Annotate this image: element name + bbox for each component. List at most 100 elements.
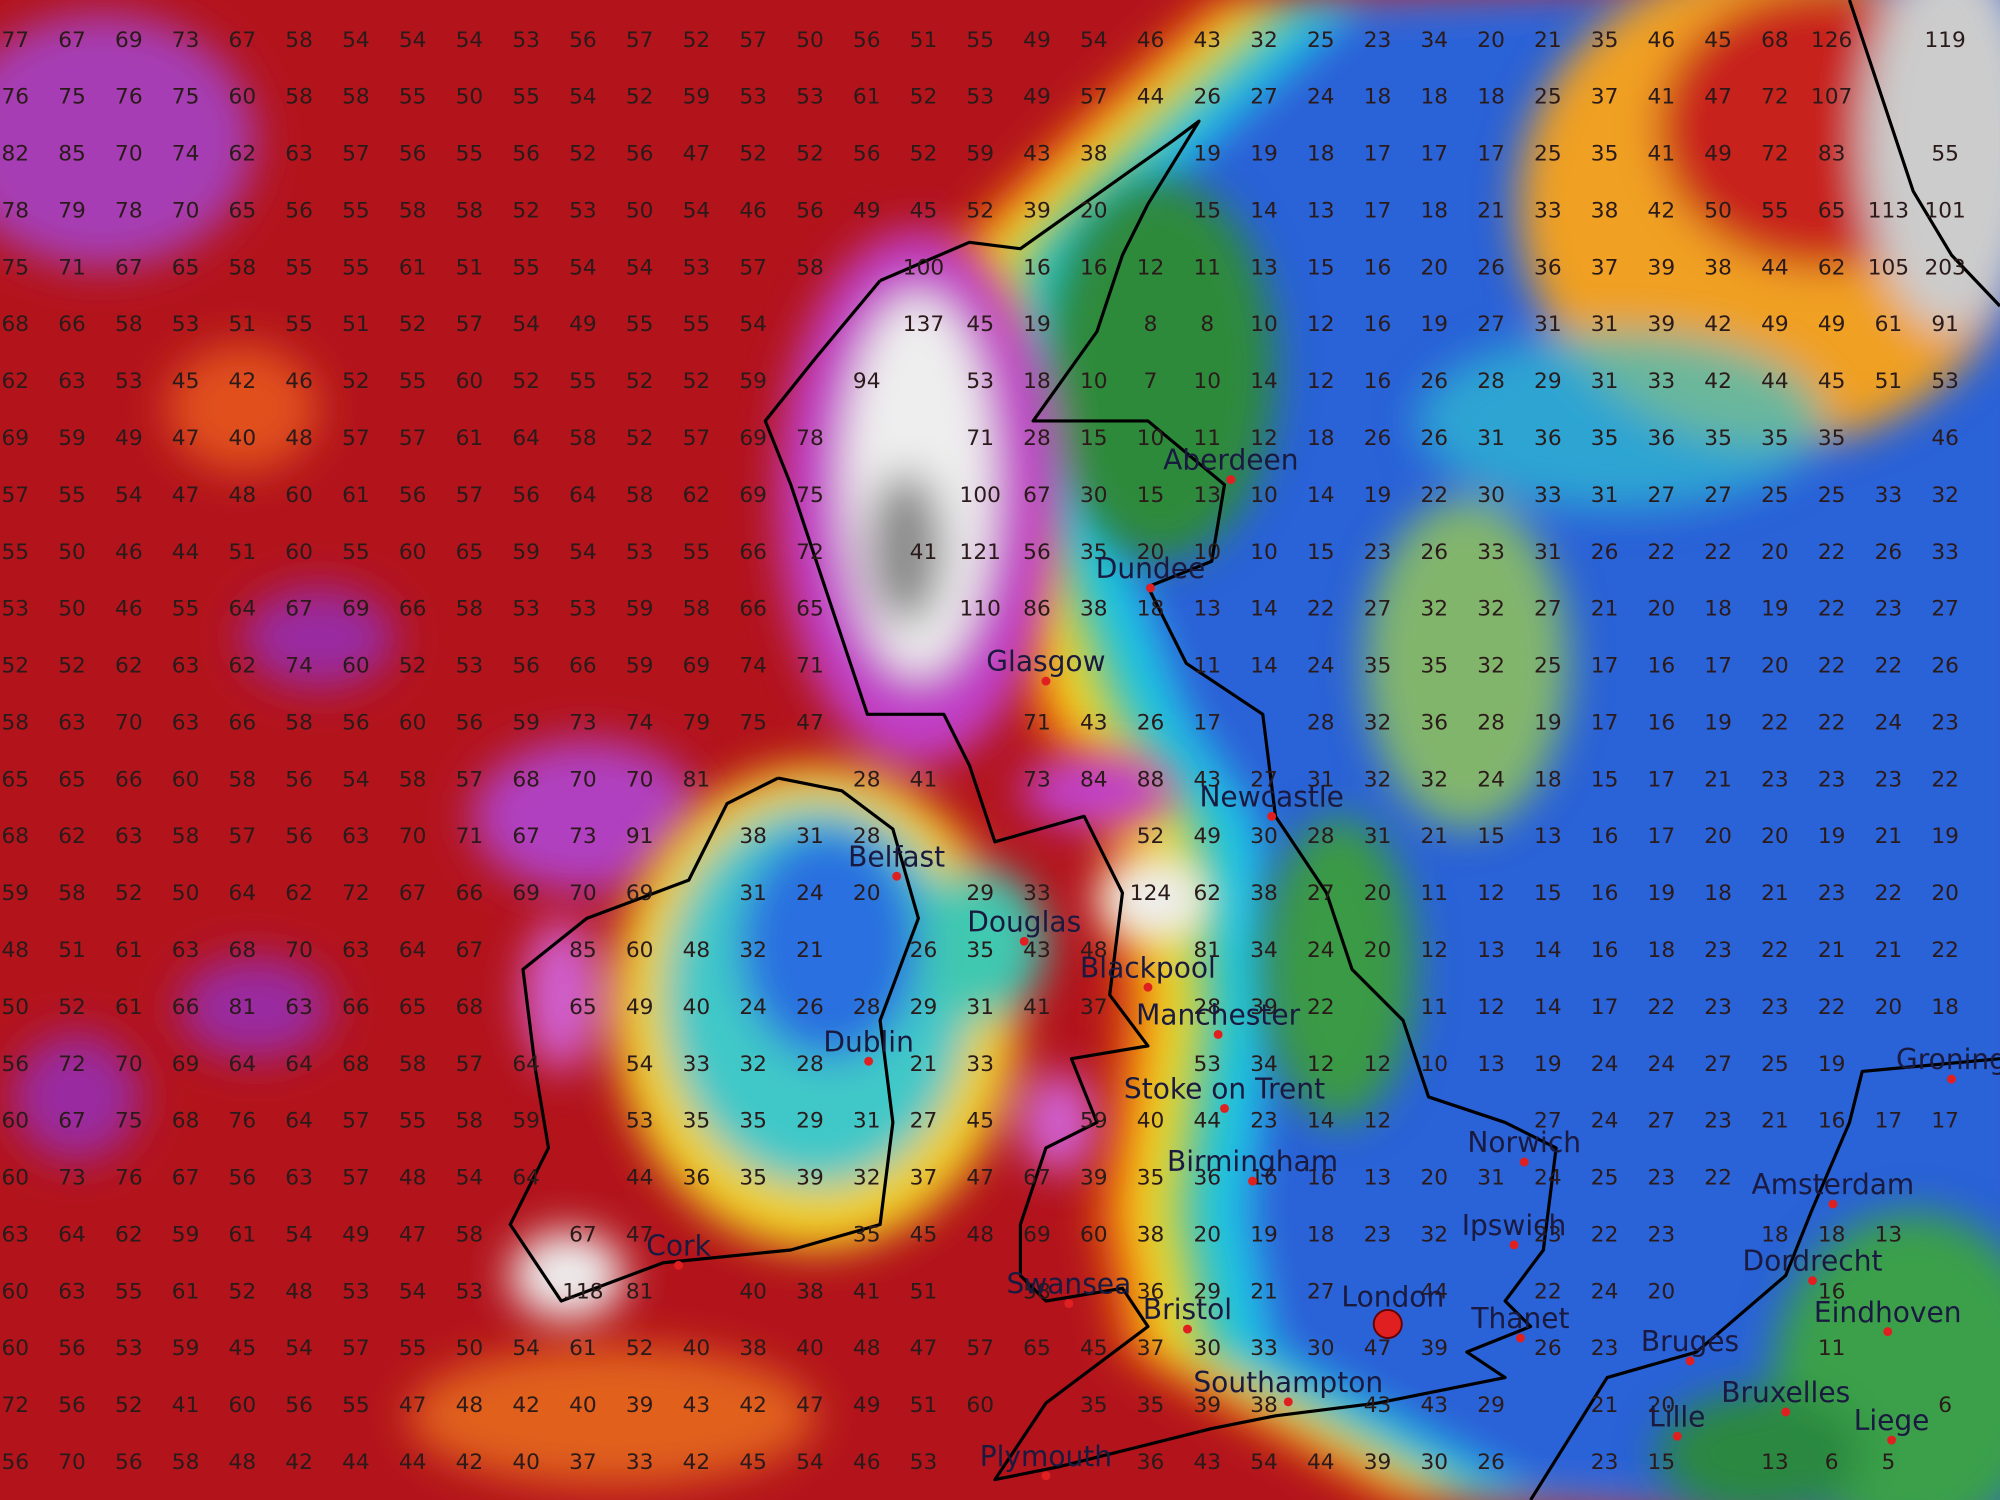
- grid-value: 55: [342, 540, 370, 565]
- grid-value: 52: [115, 881, 143, 906]
- grid-value: 81: [1193, 938, 1221, 963]
- grid-value: 17: [1477, 142, 1505, 167]
- city-label: Douglas: [967, 905, 1081, 938]
- grid-value: 61: [1875, 312, 1903, 337]
- grid-value: 36: [1137, 1279, 1165, 1304]
- grid-value: 13: [1477, 938, 1505, 963]
- city-marker: [864, 1056, 874, 1066]
- grid-value: 54: [342, 28, 370, 53]
- grid-value: 24: [796, 881, 824, 906]
- grid-value: 48: [285, 1279, 313, 1304]
- grid-value: 33: [1023, 881, 1051, 906]
- grid-value: 66: [115, 767, 143, 792]
- grid-value: 45: [1704, 28, 1732, 53]
- grid-value: 36: [1421, 710, 1449, 735]
- grid-value: 32: [1250, 28, 1278, 53]
- grid-value: 53: [115, 1336, 143, 1361]
- grid-value: 40: [683, 1336, 711, 1361]
- grid-value: 31: [1591, 483, 1619, 508]
- grid-value: 59: [512, 710, 540, 735]
- grid-value: 60: [2, 1279, 30, 1304]
- grid-value: 60: [2, 1166, 30, 1191]
- grid-value: 57: [456, 483, 484, 508]
- grid-value: 26: [1137, 710, 1165, 735]
- grid-value: 42: [1704, 312, 1732, 337]
- grid-value: 53: [966, 85, 994, 110]
- grid-value: 29: [1477, 1393, 1505, 1418]
- grid-value: 66: [399, 597, 427, 622]
- grid-value: 35: [683, 1109, 711, 1134]
- grid-value: 27: [1307, 881, 1335, 906]
- grid-value: 27: [1648, 483, 1676, 508]
- grid-value: 56: [2, 1052, 30, 1077]
- grid-value: 30: [1421, 1450, 1449, 1475]
- grid-value: 51: [229, 312, 257, 337]
- grid-value: 38: [1137, 1222, 1165, 1247]
- grid-value: 16: [1591, 824, 1619, 849]
- grid-value: 55: [115, 1279, 143, 1304]
- grid-value: 29: [1534, 369, 1562, 394]
- grid-value: 14: [1534, 938, 1562, 963]
- grid-value: 66: [739, 597, 767, 622]
- grid-value: 20: [1875, 995, 1903, 1020]
- grid-value: 57: [342, 426, 370, 451]
- city-label: Southampton: [1193, 1366, 1383, 1399]
- grid-value: 62: [115, 654, 143, 679]
- grid-value: 68: [456, 995, 484, 1020]
- grid-value: 23: [1704, 938, 1732, 963]
- grid-value: 21: [1250, 1279, 1278, 1304]
- grid-value: 58: [456, 198, 484, 223]
- grid-value: 72: [796, 540, 824, 565]
- grid-value: 42: [456, 1450, 484, 1475]
- grid-value: 43: [1193, 767, 1221, 792]
- grid-value: 53: [512, 28, 540, 53]
- grid-value: 17: [1591, 995, 1619, 1020]
- grid-value: 13: [1307, 198, 1335, 223]
- grid-value: 30: [1250, 824, 1278, 849]
- grid-value: 35: [739, 1166, 767, 1191]
- grid-value: 49: [1818, 312, 1846, 337]
- grid-value: 19: [1250, 1222, 1278, 1247]
- grid-value: 11: [1193, 255, 1221, 280]
- grid-value: 70: [399, 824, 427, 849]
- grid-value: 79: [58, 198, 86, 223]
- grid-value: 53: [966, 369, 994, 394]
- grid-value: 50: [626, 198, 654, 223]
- grid-value: 72: [342, 881, 370, 906]
- grid-value: 52: [739, 142, 767, 167]
- grid-value: 17: [1931, 1109, 1959, 1134]
- grid-value: 49: [342, 1222, 370, 1247]
- grid-value: 52: [796, 142, 824, 167]
- grid-value: 43: [1080, 710, 1108, 735]
- grid-value: 20: [1421, 1166, 1449, 1191]
- grid-value: 27: [1250, 767, 1278, 792]
- grid-value: 65: [569, 995, 597, 1020]
- grid-value: 34: [1250, 938, 1278, 963]
- grid-value: 58: [172, 824, 200, 849]
- grid-value: 23: [1761, 995, 1789, 1020]
- grid-value: 59: [512, 540, 540, 565]
- grid-value: 58: [172, 1450, 200, 1475]
- grid-value: 58: [342, 85, 370, 110]
- grid-value: 35: [1591, 142, 1619, 167]
- grid-value: 26: [1477, 255, 1505, 280]
- grid-value: 67: [1023, 483, 1051, 508]
- grid-value: 26: [796, 995, 824, 1020]
- grid-value: 59: [626, 597, 654, 622]
- grid-value: 27: [1250, 85, 1278, 110]
- city-marker: [1041, 676, 1051, 686]
- grid-value: 62: [229, 142, 257, 167]
- city-label: Glasgow: [986, 645, 1105, 678]
- grid-value: 75: [2, 255, 30, 280]
- grid-value: 56: [115, 1450, 143, 1475]
- grid-value: 20: [1364, 938, 1392, 963]
- coast-norway: [1847, 0, 2000, 308]
- grid-value: 41: [172, 1393, 200, 1418]
- grid-value: 56: [2, 1450, 30, 1475]
- grid-value: 47: [172, 426, 200, 451]
- grid-value: 31: [1591, 312, 1619, 337]
- grid-value: 55: [512, 85, 540, 110]
- grid-value: 7: [1144, 369, 1158, 394]
- city-marker: [892, 871, 902, 881]
- grid-value: 29: [910, 995, 938, 1020]
